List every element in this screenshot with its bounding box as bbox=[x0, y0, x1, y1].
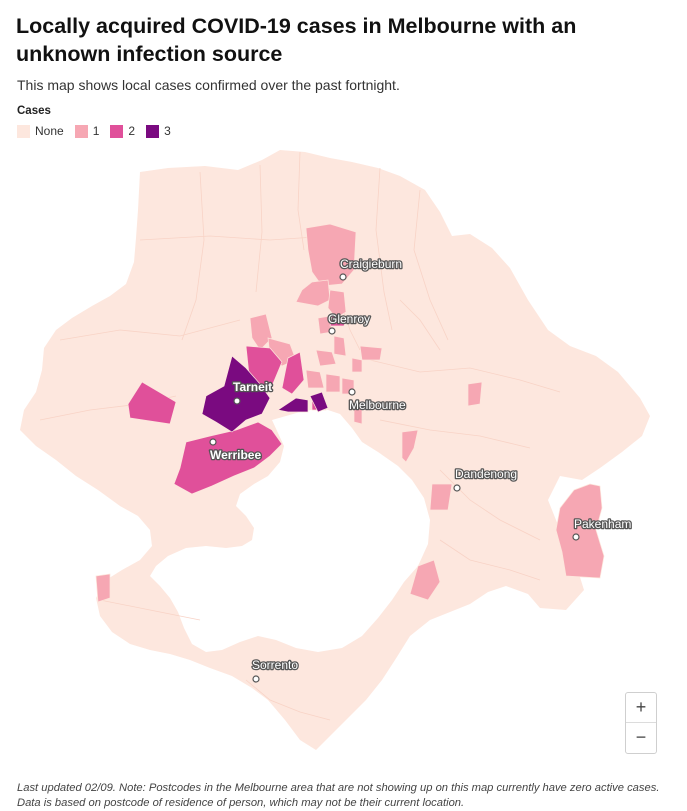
suburb-inner-2[interactable] bbox=[305, 369, 325, 389]
suburb-southeast-1[interactable] bbox=[401, 429, 419, 463]
city-dot-glenroy bbox=[328, 327, 336, 335]
zoom-control: + − bbox=[625, 692, 657, 754]
suburb-glenroy[interactable] bbox=[329, 315, 347, 327]
footnote: Last updated 02/09. Note: Postcodes in t… bbox=[17, 782, 660, 809]
legend-swatch-2 bbox=[110, 124, 124, 138]
city-label-tarneit: Tarneit bbox=[233, 380, 272, 394]
city-marker-dandenong: Dandenong bbox=[453, 466, 518, 492]
suburb-inner-1[interactable] bbox=[315, 349, 337, 367]
legend-item-3: 3 bbox=[146, 124, 171, 138]
suburb-west-1[interactable] bbox=[249, 313, 273, 351]
city-label-craigieburn: Craigieburn bbox=[340, 257, 402, 271]
zoom-in-button[interactable]: + bbox=[635, 697, 647, 717]
suburb-tarneit[interactable] bbox=[201, 355, 271, 433]
suburb-north-2[interactable] bbox=[333, 335, 347, 357]
suburb-inner-6[interactable] bbox=[353, 403, 363, 425]
city-marker-sorrento: Sorrento bbox=[251, 657, 300, 683]
legend-label-2: 2 bbox=[128, 124, 136, 138]
suburb-werribee[interactable] bbox=[173, 421, 283, 495]
suburb-west-3[interactable] bbox=[281, 351, 305, 395]
legend-item-1: 1 bbox=[74, 124, 100, 138]
city-marker-craigieburn: Craigieburn bbox=[339, 256, 403, 281]
suburb-laverton[interactable] bbox=[277, 397, 309, 413]
suburbs-3-cases[interactable] bbox=[201, 355, 329, 433]
city-label-werribee: Werribee bbox=[210, 448, 261, 462]
city-marker-pakenham: Pakenham bbox=[572, 516, 633, 541]
city-dot-melbourne bbox=[348, 388, 356, 396]
city-dot-dandenong bbox=[453, 484, 461, 492]
city-label-sorrento: Sorrento bbox=[252, 658, 298, 672]
suburb-dandenong-south[interactable] bbox=[429, 483, 453, 511]
suburbs-2-cases[interactable] bbox=[127, 315, 347, 495]
suburb-boundaries bbox=[39, 151, 561, 721]
suburb-pakenham[interactable] bbox=[555, 483, 605, 579]
city-marker-tarneit: Tarneit bbox=[232, 379, 273, 405]
legend-label-none: None bbox=[35, 124, 64, 138]
legend: None 1 2 3 bbox=[17, 124, 182, 138]
suburb-north-3[interactable] bbox=[359, 345, 383, 361]
legend-swatch-3 bbox=[146, 124, 160, 138]
suburb-inner-5[interactable] bbox=[351, 357, 363, 373]
suburbs-1-case[interactable] bbox=[95, 223, 605, 603]
suburb-altona[interactable] bbox=[309, 391, 329, 413]
choropleth-map[interactable]: Craigieburn Glenroy Tarneit Melbourne We… bbox=[0, 140, 687, 780]
city-dot-craigieburn bbox=[339, 273, 347, 281]
port-phillip-bay bbox=[150, 408, 430, 652]
legend-title: Cases bbox=[17, 105, 51, 117]
legend-item-2: 2 bbox=[110, 124, 135, 138]
legend-item-none: None bbox=[17, 124, 64, 138]
page-title: Locally acquired COVID-19 cases in Melbo… bbox=[16, 14, 577, 66]
city-dot-pakenham bbox=[572, 533, 580, 541]
city-label-dandenong: Dandenong bbox=[455, 467, 517, 481]
city-label-melbourne: Melbourne bbox=[349, 398, 406, 412]
suburb-craigieburn-west[interactable] bbox=[295, 279, 331, 307]
legend-swatch-none bbox=[17, 124, 30, 138]
city-label-pakenham: Pakenham bbox=[574, 517, 631, 531]
suburb-north-1[interactable] bbox=[327, 289, 347, 319]
suburb-geelong-fringe[interactable] bbox=[95, 573, 111, 603]
legend-label-1: 1 bbox=[92, 124, 100, 138]
city-dot-tarneit bbox=[233, 397, 241, 405]
suburb-inner-3[interactable] bbox=[325, 373, 341, 393]
city-dot-werribee bbox=[209, 438, 217, 446]
city-dot-sorrento bbox=[252, 675, 260, 683]
legend-swatch-1 bbox=[74, 124, 88, 138]
legend-label-3: 3 bbox=[164, 124, 171, 138]
city-marker-werribee: Werribee bbox=[209, 438, 263, 463]
suburb-frankston[interactable] bbox=[409, 559, 441, 601]
suburb-craigieburn[interactable] bbox=[305, 223, 357, 287]
city-marker-melbourne: Melbourne bbox=[348, 388, 407, 413]
city-marker-glenroy: Glenroy bbox=[327, 311, 371, 335]
suburb-ringwood[interactable] bbox=[467, 381, 483, 407]
city-label-glenroy: Glenroy bbox=[328, 312, 370, 326]
suburb-geelong-north[interactable] bbox=[127, 381, 177, 425]
page-subtitle: This map shows local cases confirmed ove… bbox=[17, 77, 400, 93]
zoom-out-button[interactable]: − bbox=[626, 722, 656, 752]
